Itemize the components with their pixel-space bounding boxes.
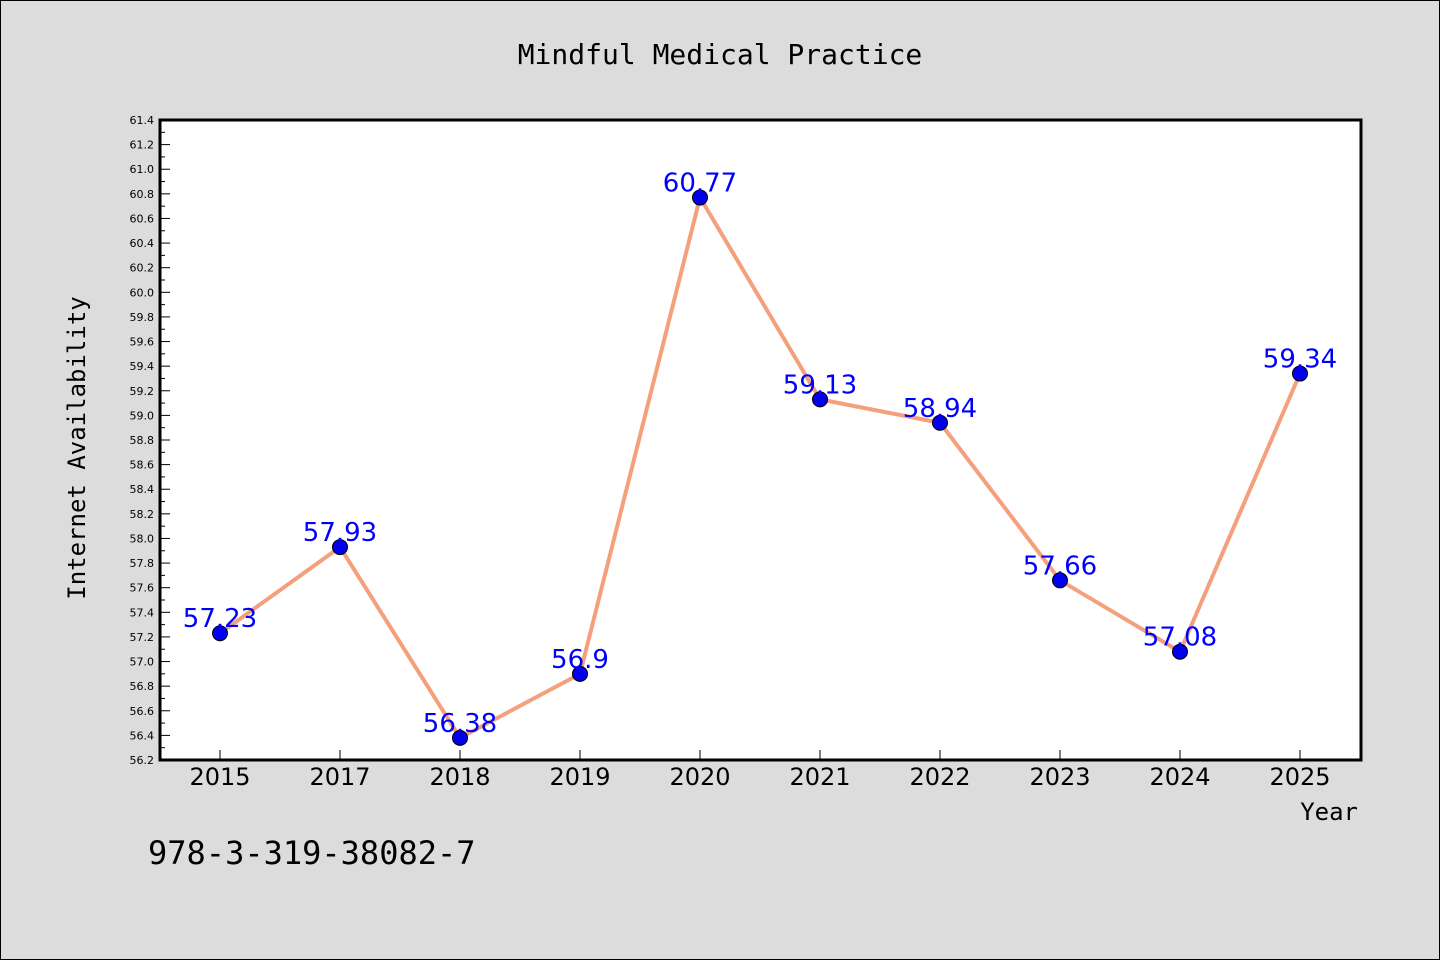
data-label: 58.94: [903, 394, 977, 424]
y-tick-label: 57.8: [130, 557, 155, 570]
plot-area: [158, 118, 1363, 762]
x-tick-label: 2018: [429, 763, 490, 791]
data-point: [572, 665, 588, 682]
data-label: 57.66: [1023, 551, 1097, 581]
y-tick-label: 58.0: [130, 532, 155, 545]
data-label: 57.93: [303, 518, 377, 548]
data-point: [1052, 572, 1068, 589]
data-label: 56.9: [551, 645, 609, 675]
y-axis-label: Internet Availability: [63, 296, 91, 599]
x-tick-label: 2023: [1029, 763, 1090, 791]
y-tick-label: 59.2: [130, 385, 155, 398]
y-tick-label: 61.0: [130, 163, 155, 176]
y-tick-label: 57.4: [130, 606, 155, 619]
chart-title: Mindful Medical Practice: [518, 38, 923, 71]
y-axis: 56.2 56.4 56.6 56.8 57.0 57.2 57.4 57.6 57.8 58.0…: [130, 114, 170, 767]
y-tick-label: 57.2: [130, 631, 155, 644]
data-label: 59.34: [1263, 345, 1337, 375]
y-tick-label: 59.4: [130, 360, 155, 373]
data-labels: 57.23 57.93 56.38 56.9 60.77 59.13 58.94 57.66 5…: [183, 169, 1337, 739]
data-label: 57.08: [1143, 623, 1217, 653]
x-tick-label: 2019: [549, 763, 610, 791]
y-tick-label: 60.0: [130, 286, 155, 299]
data-point: [692, 189, 708, 206]
series-markers: [212, 189, 1308, 746]
y-tick-label: 59.0: [130, 409, 155, 422]
x-tick-label: 2024: [1149, 763, 1210, 791]
data-label: 56.38: [423, 709, 497, 739]
x-tick-label: 2025: [1269, 763, 1330, 791]
series-line: [218, 195, 1302, 740]
y-tick-label: 60.8: [130, 188, 155, 201]
y-tick-label: 58.8: [130, 434, 155, 447]
y-tick-label: 56.6: [130, 705, 155, 718]
data-point: [932, 414, 948, 431]
data-point: [812, 391, 828, 408]
y-tick-label: 58.2: [130, 508, 155, 521]
y-tick-label: 56.2: [130, 754, 155, 767]
data-point: [1292, 365, 1308, 382]
x-tick-label: 2020: [669, 763, 730, 791]
y-tick-label: 56.4: [130, 729, 155, 742]
y-tick-label: 57.6: [130, 582, 155, 595]
isbn-text: 978-3-319-38082-7: [148, 834, 476, 872]
x-tick-label: 2015: [189, 763, 250, 791]
data-label: 57.23: [183, 604, 257, 634]
data-point: [332, 539, 348, 556]
y-tick-label: 56.8: [130, 680, 155, 693]
x-tick-label: 2022: [909, 763, 970, 791]
data-label: 60.77: [663, 169, 737, 199]
data-point: [1172, 643, 1188, 660]
y-tick-label: 60.2: [130, 262, 155, 275]
y-tick-label: 58.4: [130, 483, 155, 496]
x-axis-label: Year: [1300, 798, 1358, 826]
x-axis: 2015 2017 2018 2019 2020 2021 2022 2023 2024 2025: [189, 750, 1331, 791]
x-tick-label: 2021: [789, 763, 850, 791]
y-tick-label: 60.6: [130, 212, 155, 225]
data-label: 59.13: [783, 370, 857, 400]
y-tick-label: 57.0: [130, 656, 155, 669]
y-tick-label: 58.6: [130, 459, 155, 472]
data-point: [212, 625, 228, 642]
y-tick-label: 61.2: [130, 139, 155, 152]
series-path: [218, 195, 1302, 740]
y-tick-label: 61.4: [130, 114, 155, 127]
y-tick-label: 59.8: [130, 311, 155, 324]
y-tick-label: 60.4: [130, 237, 155, 250]
y-tick-label: 59.6: [130, 336, 155, 349]
x-tick-label: 2017: [309, 763, 370, 791]
data-point: [452, 729, 468, 746]
